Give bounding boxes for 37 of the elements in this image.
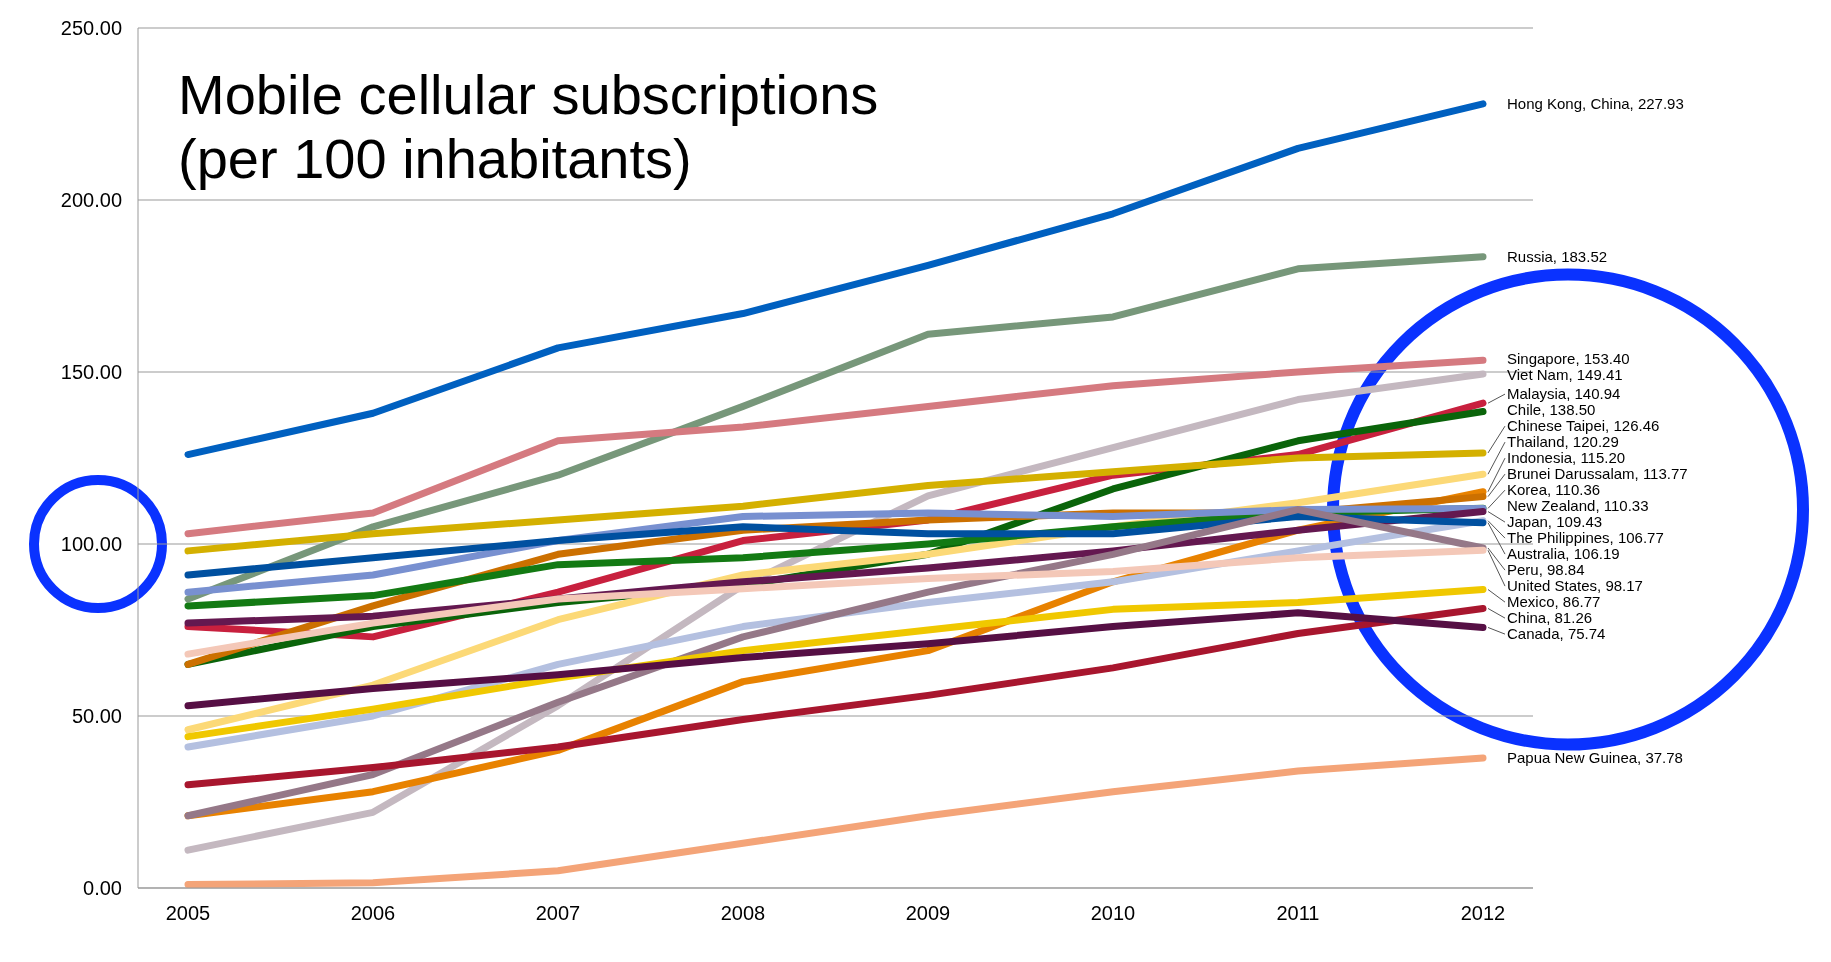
text: Mobile cellular subscriptions xyxy=(178,63,879,127)
y-tick-label: 150.00 xyxy=(60,361,122,384)
y-tick-label: 200.00 xyxy=(60,189,122,212)
annotation: Russia, 183.52 xyxy=(1507,247,1608,265)
annotation: Chinese Taipei, 126.46 xyxy=(1507,417,1660,435)
annotation: Japan, 109.43 xyxy=(1507,513,1603,531)
annotation: Viet Nam, 149.41 xyxy=(1507,366,1623,384)
annotation: Indonesia, 115.20 xyxy=(1507,449,1626,467)
x-tick-label: 2008 xyxy=(720,902,766,925)
y-tick-label: 250.00 xyxy=(60,17,122,40)
annotation: Papua New Guinea, 37.78 xyxy=(1507,749,1683,767)
x-tick-label: 2010 xyxy=(1090,902,1136,925)
annotation: Thailand, 120.29 xyxy=(1507,433,1619,451)
x-tick-label: 2011 xyxy=(1276,902,1320,925)
annotation: Mexico, 86.77 xyxy=(1507,593,1601,611)
annotation: Canada, 75.74 xyxy=(1507,625,1606,643)
annotation: Singapore, 153.40 xyxy=(1507,350,1630,368)
x-tick-label: 2012 xyxy=(1460,902,1506,925)
y-tick-label: 0.00 xyxy=(83,877,122,900)
annotation: Brunei Darussalam, 113.77 xyxy=(1507,465,1688,483)
x-tick-label: 2007 xyxy=(535,902,581,925)
annotation: Hong Kong, China, 227.93 xyxy=(1507,95,1684,113)
x-tick-label: 2005 xyxy=(165,902,211,925)
annotation: Chile, 138.50 xyxy=(1507,401,1596,419)
annotation: United States, 98.17 xyxy=(1507,577,1643,595)
annotation: China, 81.26 xyxy=(1507,609,1593,627)
y-tick-label: 100.00 xyxy=(60,533,122,556)
annotation: New Zealand, 110.33 xyxy=(1507,497,1649,515)
text: (per 100 inhabitants) xyxy=(178,127,693,191)
annotation: The Philippines, 106.77 xyxy=(1507,529,1664,547)
x-tick-label: 2006 xyxy=(350,902,396,925)
x-tick-label: 2009 xyxy=(905,902,951,925)
annotation: Korea, 110.36 xyxy=(1507,481,1601,499)
annotation: Malaysia, 140.94 xyxy=(1507,385,1621,403)
annotation: Peru, 98.84 xyxy=(1507,561,1585,579)
y-tick-label: 50.00 xyxy=(71,705,122,728)
annotation: Australia, 106.19 xyxy=(1507,545,1620,563)
